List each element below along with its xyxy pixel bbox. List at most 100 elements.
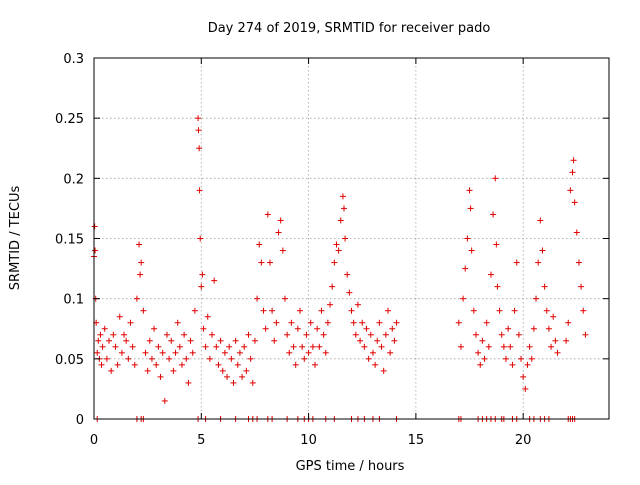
data-point <box>548 343 555 350</box>
data-point <box>249 379 256 386</box>
data-point <box>374 337 381 344</box>
data-point <box>387 349 394 356</box>
data-point <box>226 343 233 350</box>
data-point <box>221 349 228 356</box>
data-point <box>155 343 162 350</box>
data-point <box>290 343 297 350</box>
data-point <box>247 355 254 362</box>
data-point <box>350 319 357 326</box>
data-point <box>507 343 514 350</box>
x-tick-labels: 0 5 10 15 20 <box>90 433 532 448</box>
data-point <box>552 337 559 344</box>
data-point <box>118 349 125 356</box>
data-point <box>570 157 577 164</box>
data-point <box>367 331 374 338</box>
data-point <box>168 337 175 344</box>
data-point <box>174 319 181 326</box>
data-point <box>314 325 321 332</box>
data-point <box>462 265 469 272</box>
data-point <box>284 331 291 338</box>
data-point <box>204 313 211 320</box>
y-tick-label: 0.1 <box>63 293 84 308</box>
data-point <box>301 355 308 362</box>
data-point <box>97 331 104 338</box>
data-point <box>196 187 203 194</box>
data-point <box>292 361 299 368</box>
data-point <box>271 337 278 344</box>
x-axis-label: GPS time / hours <box>296 459 405 474</box>
data-point <box>163 331 170 338</box>
data-point <box>106 337 113 344</box>
data-point <box>195 127 202 134</box>
data-point <box>219 367 226 374</box>
data-point <box>363 325 370 332</box>
data-point <box>526 343 533 350</box>
data-point <box>481 355 488 362</box>
data-point <box>477 361 484 368</box>
data-point <box>533 295 540 302</box>
data-point <box>372 361 379 368</box>
y-tick-label: 0.2 <box>63 172 84 187</box>
data-point <box>103 355 110 362</box>
data-point <box>266 259 273 266</box>
data-point <box>571 199 578 206</box>
data-point <box>112 343 119 350</box>
data-point <box>569 169 576 176</box>
data-point <box>472 331 479 338</box>
data-point <box>346 289 353 296</box>
data-point <box>537 217 544 224</box>
data-point <box>342 235 349 242</box>
data-point <box>337 217 344 224</box>
data-point <box>196 145 203 152</box>
data-point <box>320 331 327 338</box>
data-point <box>140 307 147 314</box>
data-point <box>243 367 250 374</box>
data-points <box>91 115 589 422</box>
data-point <box>528 355 535 362</box>
data-point <box>294 325 301 332</box>
data-point <box>269 307 276 314</box>
data-point <box>183 355 190 362</box>
data-point <box>258 259 265 266</box>
data-point <box>475 349 482 356</box>
data-point <box>530 325 537 332</box>
data-point <box>543 307 550 314</box>
data-point <box>575 259 582 266</box>
data-point <box>524 361 531 368</box>
data-point <box>213 343 220 350</box>
data-point <box>493 241 500 248</box>
data-point <box>352 331 359 338</box>
data-point <box>133 295 140 302</box>
data-point <box>344 271 351 278</box>
data-point <box>329 283 336 290</box>
data-point <box>110 331 117 338</box>
data-point <box>187 337 194 344</box>
data-point <box>148 355 155 362</box>
data-point <box>348 307 355 314</box>
data-point <box>129 343 136 350</box>
x-tick-label: 15 <box>408 433 425 448</box>
data-point <box>498 331 505 338</box>
data-point <box>333 241 340 248</box>
data-point <box>136 241 143 248</box>
data-point <box>455 319 462 326</box>
data-point <box>470 307 477 314</box>
data-point <box>357 337 364 344</box>
data-point <box>206 355 213 362</box>
data-point <box>324 319 331 326</box>
data-point <box>541 283 548 290</box>
data-point <box>228 355 235 362</box>
data-point <box>479 337 486 344</box>
data-point <box>202 343 209 350</box>
data-point <box>142 349 149 356</box>
data-point <box>281 295 288 302</box>
data-point <box>485 343 492 350</box>
data-point <box>92 247 99 254</box>
data-point <box>460 295 467 302</box>
data-point <box>305 349 312 356</box>
data-point <box>232 337 239 344</box>
data-point <box>114 361 121 368</box>
data-point <box>234 361 241 368</box>
data-point <box>327 301 334 308</box>
